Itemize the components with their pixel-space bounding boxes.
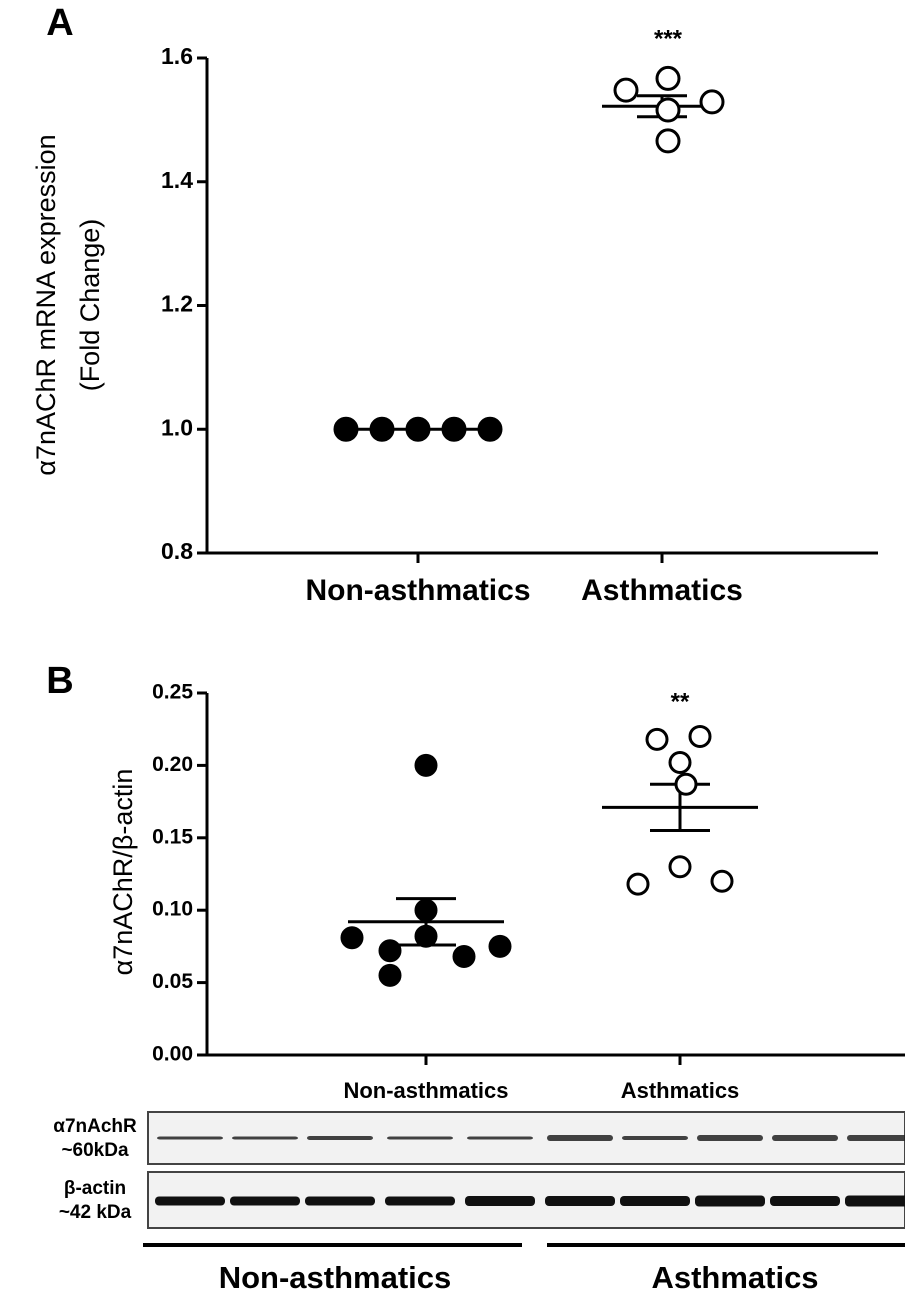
data-point — [335, 418, 357, 440]
blot-row-size: ~42 kDa — [59, 1202, 132, 1223]
y-tick-label: 0.20 — [152, 753, 193, 776]
y-axis-label: α7nAChR mRNA expression — [31, 134, 61, 475]
blot-band — [467, 1137, 533, 1140]
data-point — [657, 67, 679, 89]
data-point — [647, 729, 667, 749]
blot-band — [157, 1137, 223, 1140]
blot-row-name: β-actin — [64, 1178, 126, 1199]
data-point — [416, 755, 436, 775]
data-point — [454, 947, 474, 967]
data-point — [380, 965, 400, 985]
data-point — [676, 774, 696, 794]
blot-row-name: α7nAchR — [53, 1116, 137, 1137]
x-tick-label: Non-asthmatics — [305, 574, 530, 607]
figure: α7nAchR ~60kDa β-actin ~42 kDa Non-asthm… — [0, 0, 905, 1305]
panel-label: A — [46, 2, 73, 44]
data-point — [628, 874, 648, 894]
y-axis-label: α7nAChR/β-actin — [108, 769, 138, 976]
data-point — [690, 726, 710, 746]
data-point — [416, 926, 436, 946]
x-tick-label: Non-asthmatics — [343, 1078, 508, 1103]
y-tick-label: 1.0 — [161, 414, 193, 440]
blot-band — [232, 1137, 298, 1140]
blot-band — [847, 1135, 905, 1141]
data-point — [490, 936, 510, 956]
blot-band — [547, 1135, 613, 1141]
blot-band — [695, 1196, 765, 1207]
blot-band — [770, 1196, 840, 1206]
significance-annotation: *** — [654, 25, 683, 52]
data-point — [479, 418, 501, 440]
y-tick-label: 0.15 — [152, 825, 193, 848]
data-point — [615, 79, 637, 101]
data-point — [380, 941, 400, 961]
data-point — [712, 871, 732, 891]
blot-band — [387, 1137, 453, 1140]
blot-band — [620, 1196, 690, 1206]
group-label: Asthmatics — [651, 1260, 818, 1295]
blot-band — [622, 1136, 688, 1140]
blot-band — [385, 1197, 455, 1206]
y-tick-label: 1.4 — [161, 167, 193, 193]
y-axis-label: (Fold Change) — [75, 219, 105, 392]
y-tick-label: 1.6 — [161, 43, 193, 69]
blot-band — [697, 1135, 763, 1141]
y-tick-label: 0.10 — [152, 898, 193, 921]
x-tick-label: Asthmatics — [581, 574, 743, 607]
data-point — [371, 418, 393, 440]
data-point — [701, 91, 723, 113]
y-tick-label: 0.25 — [152, 681, 193, 704]
y-tick-label: 1.2 — [161, 291, 193, 317]
blot-band — [155, 1197, 225, 1206]
data-point — [670, 753, 690, 773]
blot-band — [845, 1196, 905, 1207]
y-tick-label: 0.05 — [152, 970, 193, 993]
data-point — [670, 857, 690, 877]
y-tick-label: 0.00 — [152, 1043, 193, 1066]
blot-band — [772, 1135, 838, 1141]
panel-label: B — [46, 660, 73, 702]
blot-band — [545, 1196, 615, 1206]
blot-band — [230, 1197, 300, 1206]
y-tick-label: 0.8 — [161, 538, 193, 564]
data-point — [416, 900, 436, 920]
data-point — [657, 99, 679, 121]
data-point — [407, 418, 429, 440]
data-point — [443, 418, 465, 440]
blot-band — [465, 1196, 535, 1206]
blot-band — [305, 1197, 375, 1206]
data-point — [342, 928, 362, 948]
x-tick-label: Asthmatics — [621, 1078, 740, 1103]
data-point — [657, 130, 679, 152]
blot-row-size: ~60kDa — [61, 1140, 129, 1161]
group-label: Non-asthmatics — [219, 1260, 452, 1295]
blot-band — [307, 1136, 373, 1140]
significance-annotation: ** — [671, 688, 690, 715]
